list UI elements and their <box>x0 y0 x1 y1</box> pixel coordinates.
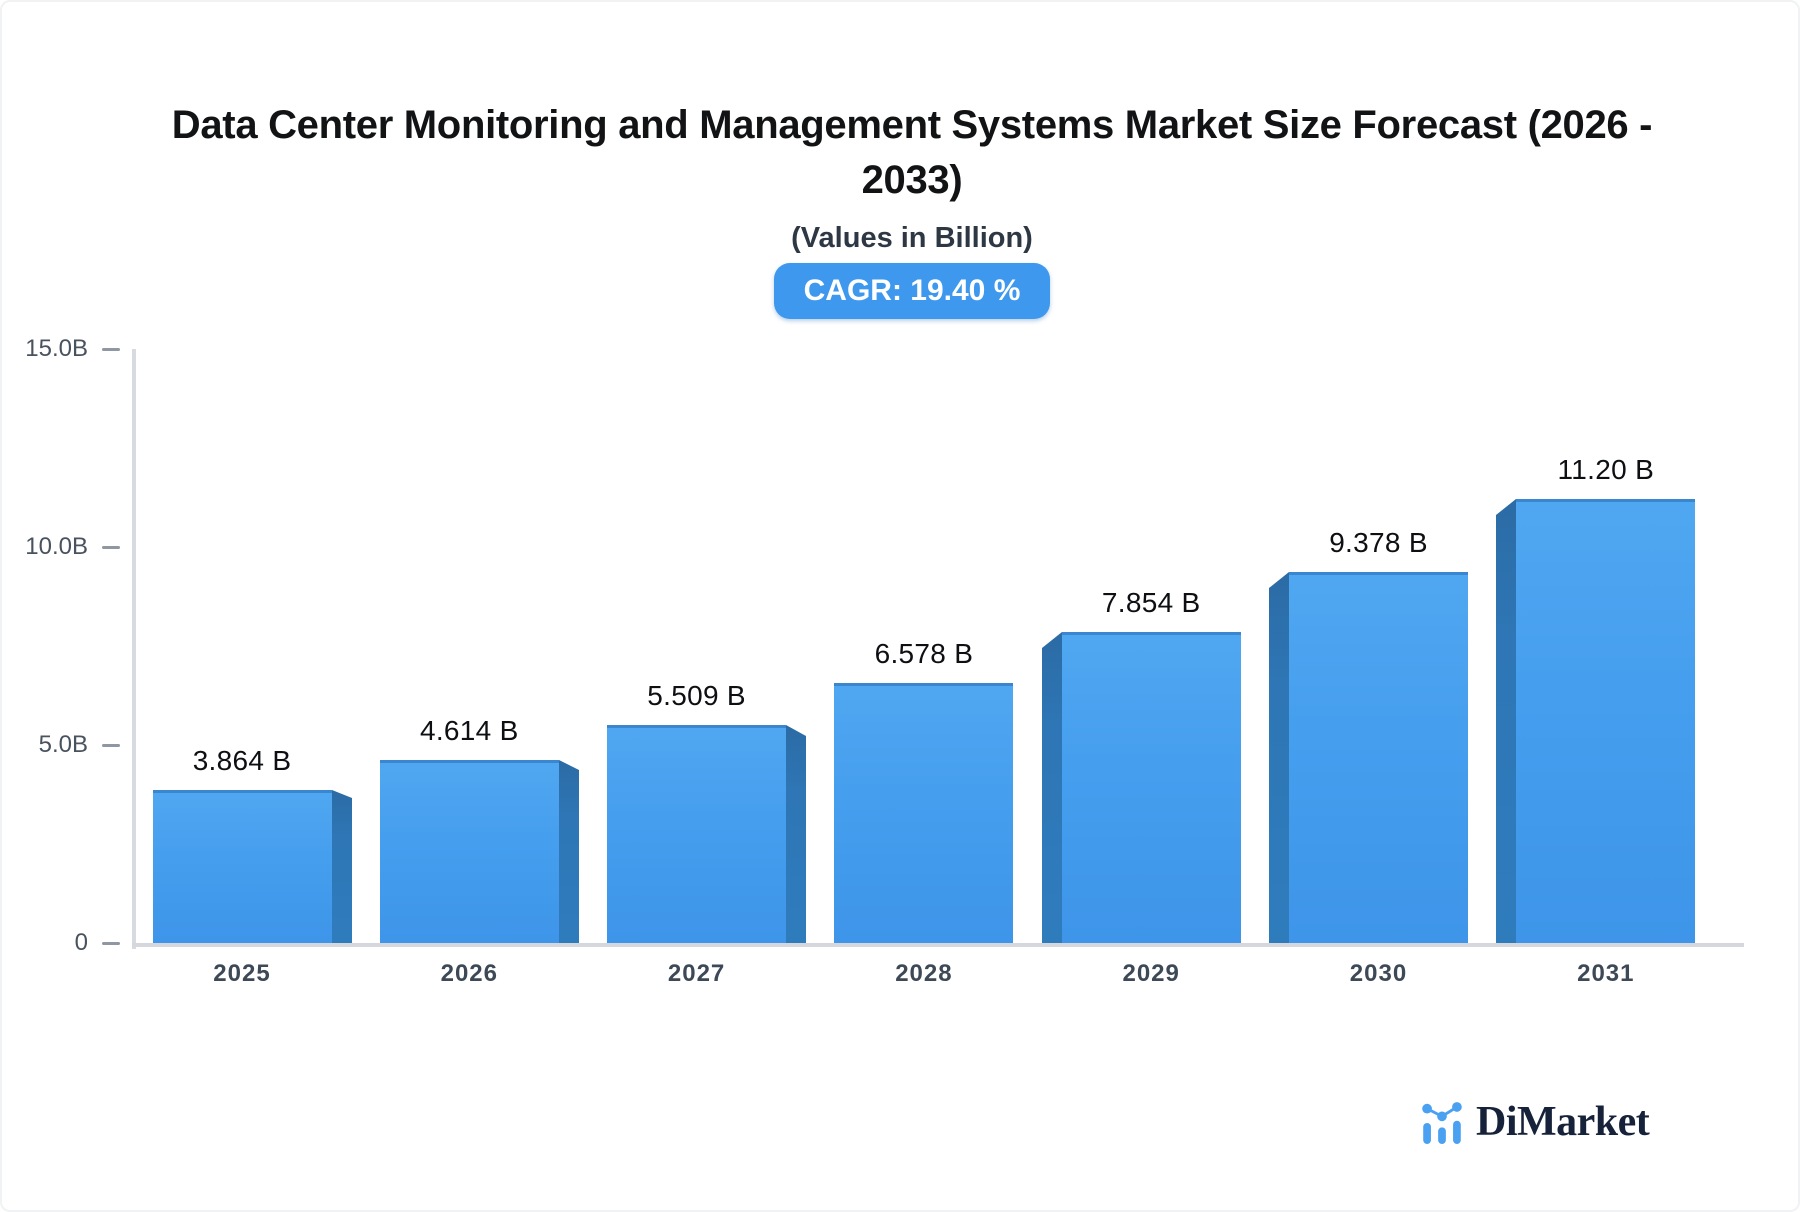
mini-bar-chart-icon <box>1422 1102 1462 1144</box>
bar[interactable] <box>607 725 786 943</box>
bar-value-label: 11.20 B <box>1557 454 1655 485</box>
bar-3d-side <box>332 790 352 943</box>
x-axis-label: 2031 <box>1577 960 1635 987</box>
bar-3d-side <box>559 760 579 943</box>
bar-3d-side <box>786 725 806 943</box>
x-axis-label: 2030 <box>1349 960 1408 987</box>
x-axis-label: 2028 <box>895 960 953 987</box>
chart-title: Data Center Monitoring and Management Sy… <box>171 103 1653 202</box>
y-axis-label: 5.0B <box>38 731 88 758</box>
y-axis-tick <box>102 546 120 549</box>
bar[interactable] <box>380 760 559 943</box>
y-axis-tick <box>102 942 120 945</box>
x-axis-line <box>132 943 1744 947</box>
y-axis-label: 15.0B <box>25 335 88 362</box>
bar-value-label: 5.509 B <box>647 680 746 711</box>
bar-value-label: 6.578 B <box>874 638 974 669</box>
x-axis-label: 2029 <box>1122 960 1180 987</box>
bar[interactable] <box>1289 572 1468 943</box>
x-axis-label: 2026 <box>440 960 498 987</box>
bar[interactable] <box>153 790 332 943</box>
y-axis-line <box>132 349 136 949</box>
chart-header: Data Center Monitoring and Management Sy… <box>112 98 1712 319</box>
y-axis-tick <box>102 744 120 747</box>
bar-3d-side <box>1269 572 1289 943</box>
chart-subtitle: (Values in Billion) <box>791 222 1033 254</box>
y-axis-label: 10.0B <box>25 533 88 560</box>
bar-value-label: 9.378 B <box>1329 527 1428 558</box>
bar[interactable] <box>1062 632 1241 943</box>
bar-3d-side <box>1042 632 1062 943</box>
bar-3d-side <box>1496 499 1516 943</box>
y-axis-label: 0 <box>74 929 88 956</box>
y-axis-tick <box>102 348 120 351</box>
bar-value-label: 7.854 B <box>1101 587 1201 618</box>
bar-value-label: 4.614 B <box>419 715 519 746</box>
bar[interactable] <box>1516 499 1695 943</box>
x-axis-label: 2027 <box>667 960 726 987</box>
cagr-badge: CAGR: 19.40 % <box>773 263 1051 319</box>
brand-logo: DiMarket <box>1422 1099 1650 1145</box>
brand-logo-text: DiMarket <box>1476 1099 1650 1145</box>
x-axis-label: 2025 <box>213 960 271 987</box>
bar-value-label: 3.864 B <box>192 745 292 776</box>
bar[interactable] <box>834 683 1013 943</box>
